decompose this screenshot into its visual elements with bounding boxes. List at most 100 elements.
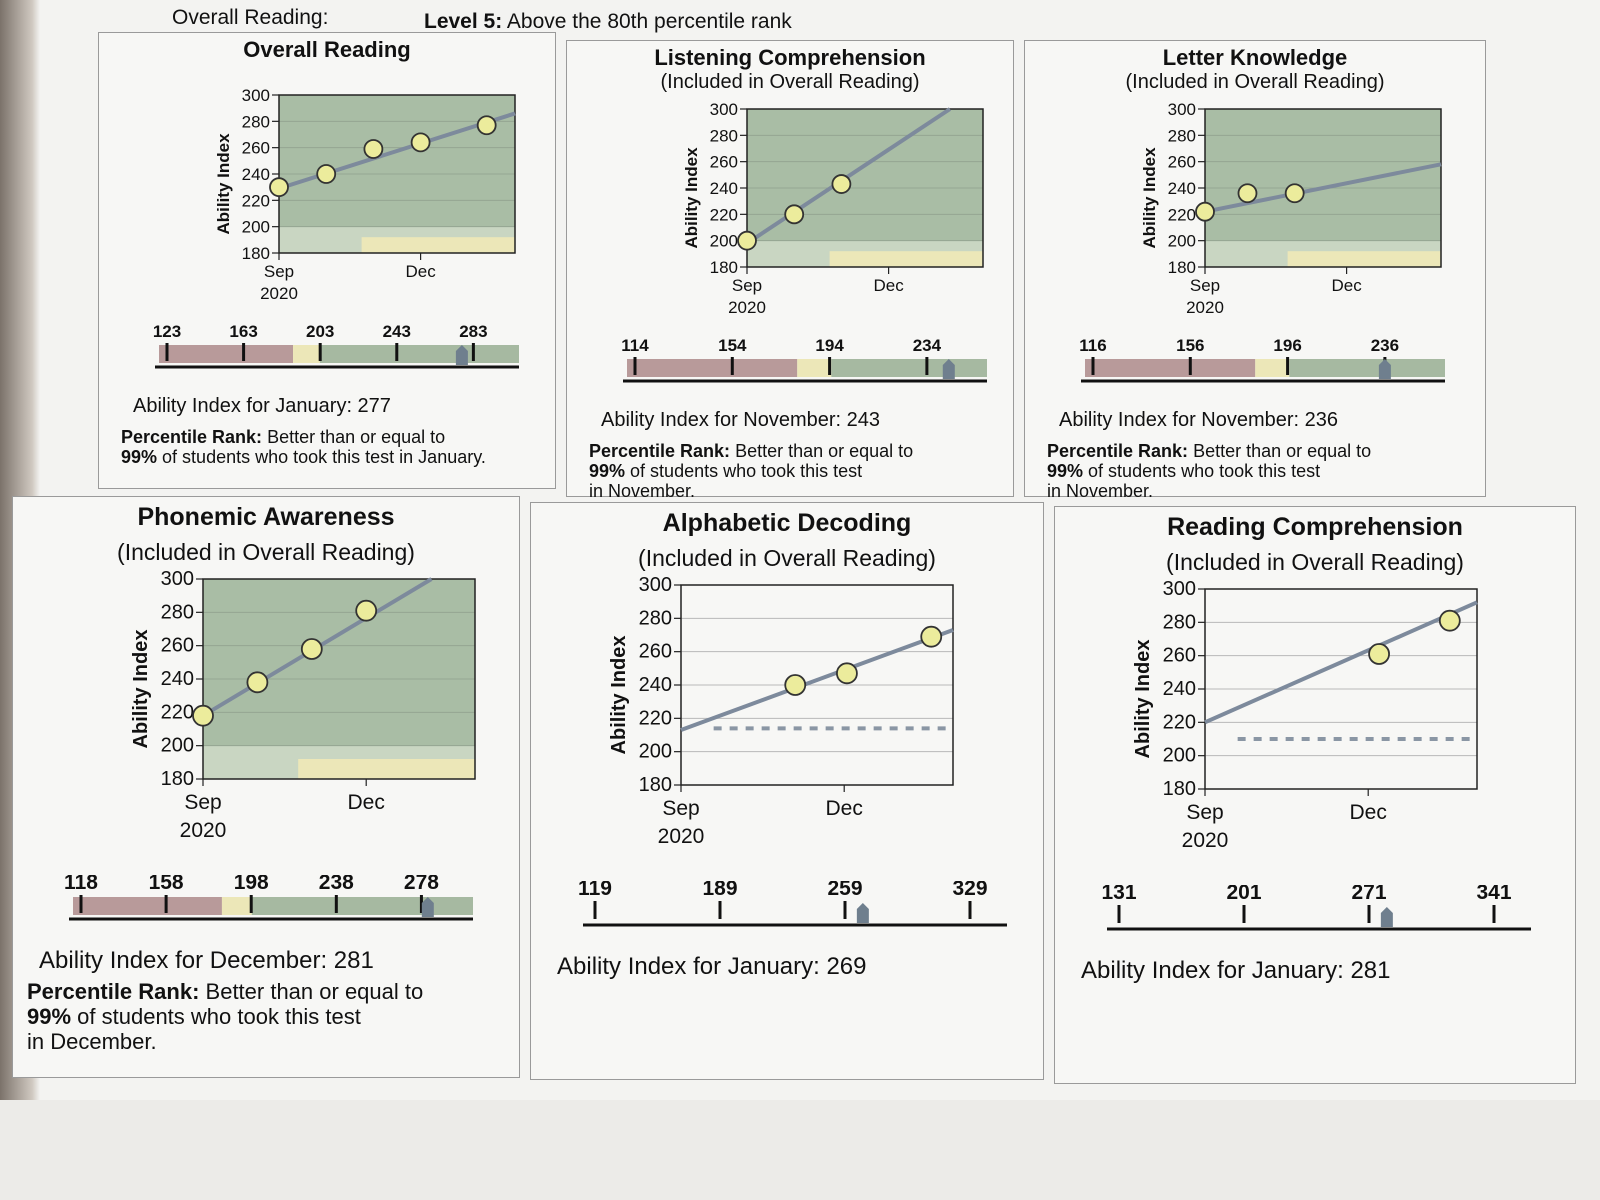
level-text: Above the 80th percentile rank [506,10,792,33]
panel-title: Overall Reading [243,37,411,62]
y-tick-label: 220 [1163,711,1196,733]
data-point [1237,183,1258,204]
scale-tick-label: 236 [1371,337,1399,355]
percentile-scale: 119 189 259 329 [578,881,1007,927]
percentile-label: Percentile Rank: [27,979,200,1004]
y-tick-label: 220 [710,205,738,224]
y-tick-label: 240 [1163,678,1196,700]
y-tick-label: 200 [710,232,738,251]
percentile-scale: 131 201 271 341 [1101,885,1531,931]
y-tick-label: 200 [242,218,270,237]
percentile-scale: 123 163 203 243 283 [153,323,519,369]
panel-title: Reading Comprehension [1167,513,1463,541]
y-tick-label: 240 [710,179,738,198]
y-tick-label: 300 [161,568,194,590]
y-tick-label: 200 [639,741,672,763]
data-point [737,230,757,251]
panel-subtitle: (Included in Overall Reading) [117,539,415,565]
scale-tick-label: 329 [952,881,987,900]
y-tick-label: 180 [242,244,270,263]
trend-line [680,628,954,732]
y-tick-label: 300 [639,574,672,596]
x-tick-sublabel: 2020 [728,298,766,317]
x-tick-label: Dec [826,797,863,820]
percentile-line1: Better than or equal to [205,979,424,1004]
y-tick-label: 200 [1168,232,1196,251]
scale-tick-label: 243 [383,323,411,341]
percentile-line3: in December. [27,1029,157,1054]
panel-title: Letter Knowledge [1162,45,1348,70]
panel-reading-comprehension: Reading Comprehension (Included in Overal… [1054,506,1576,1084]
percentile-line3: in November. [1047,481,1154,501]
ability-index-text: Ability Index for December: 281 [39,947,374,974]
panel-title: Listening Comprehension [654,45,926,70]
subject-label: Overall Reading: [172,6,329,29]
y-axis-label: Ability Index [130,630,152,749]
data-point [831,174,852,194]
plot-band-yellow [829,251,983,267]
percentile-value: 99% [589,461,626,481]
y-tick-label: 220 [242,191,270,210]
y-tick-label: 200 [1163,745,1196,767]
y-axis-label: Ability Index [1132,640,1154,759]
percentile-rank-text: Percentile Rank: Better than or equal to… [121,427,547,467]
percentile-value: 99% [27,1004,72,1029]
ability-index-text: Ability Index for January: 269 [557,953,867,980]
y-tick-label: 180 [1163,778,1196,800]
percentile-line2: of students who took this test [1088,461,1321,481]
scale-pointer [421,897,434,917]
percentile-line2: of students who took this test [77,1004,361,1029]
y-tick-label: 240 [1168,179,1196,198]
scale-tick-label: 114 [621,337,649,355]
scale-tick-label: 271 [1351,885,1386,904]
data-point [316,164,337,184]
y-tick-label: 260 [710,153,738,172]
scale-tick-label: 131 [1101,885,1136,904]
y-tick-label: 300 [1163,578,1196,600]
scale-tick-label: 201 [1226,885,1261,904]
y-tick-label: 240 [639,674,672,696]
y-axis-label: Ability Index [1140,147,1159,249]
panel-subtitle: (Included in Overall Reading) [660,71,920,93]
x-tick-sublabel: 2020 [1182,829,1229,852]
y-tick-label: 240 [242,165,270,184]
y-tick-label: 300 [710,100,738,119]
data-point [1438,609,1461,632]
x-tick-label: Dec [873,276,904,295]
x-tick-label: Dec [1331,276,1362,295]
y-axis-label: Ability Index [608,636,630,755]
x-tick-sublabel: 2020 [658,825,705,848]
scale-tick-label: 116 [1079,337,1106,355]
y-tick-label: 180 [710,258,738,277]
scale-tick-label: 196 [1273,337,1301,355]
scale-band-green [1289,359,1445,377]
scale-tick-label: 341 [1476,885,1511,904]
ability-chart: 180 200 220 240 260 280 300 Ability Index Sep 202… [682,100,984,317]
x-tick-label: Dec [1350,801,1387,824]
percentile-rank-text: Percentile Rank: Better than or equal to… [27,979,503,1054]
percentile-line3: in November. [589,481,696,501]
ability-chart: 180 200 220 240 260 280 300 Ability Index Sep 202… [214,86,516,303]
trend-line [745,107,952,245]
y-axis-label: Ability Index [682,147,701,249]
ability-index-text: Ability Index for January: 281 [1081,957,1391,984]
ability-chart: 180 200 220 240 260 280 300 Ability Index Sep 202… [130,568,476,842]
percentile-rank-text: Percentile Rank: Better than or equal to… [1047,441,1477,501]
data-point [784,204,805,225]
data-point [355,599,378,622]
y-tick-label: 220 [161,701,194,723]
scale-tick-label: 156 [1176,337,1204,355]
percentile-label: Percentile Rank: [589,441,731,461]
percentile-line1: Better than or equal to [1193,441,1372,461]
y-tick-label: 280 [710,126,738,145]
scale-band-green [319,345,519,363]
y-tick-label: 280 [242,112,270,131]
y-tick-label: 260 [639,641,672,663]
data-point [300,638,323,660]
panel-title: Phonemic Awareness [137,503,395,531]
x-tick-sublabel: 2020 [260,284,298,303]
level-bold: Level 5: [424,10,503,33]
scale-band-yellow [293,345,320,363]
plot-band-yellow [361,237,515,253]
scale-tick-label: 158 [149,875,184,894]
